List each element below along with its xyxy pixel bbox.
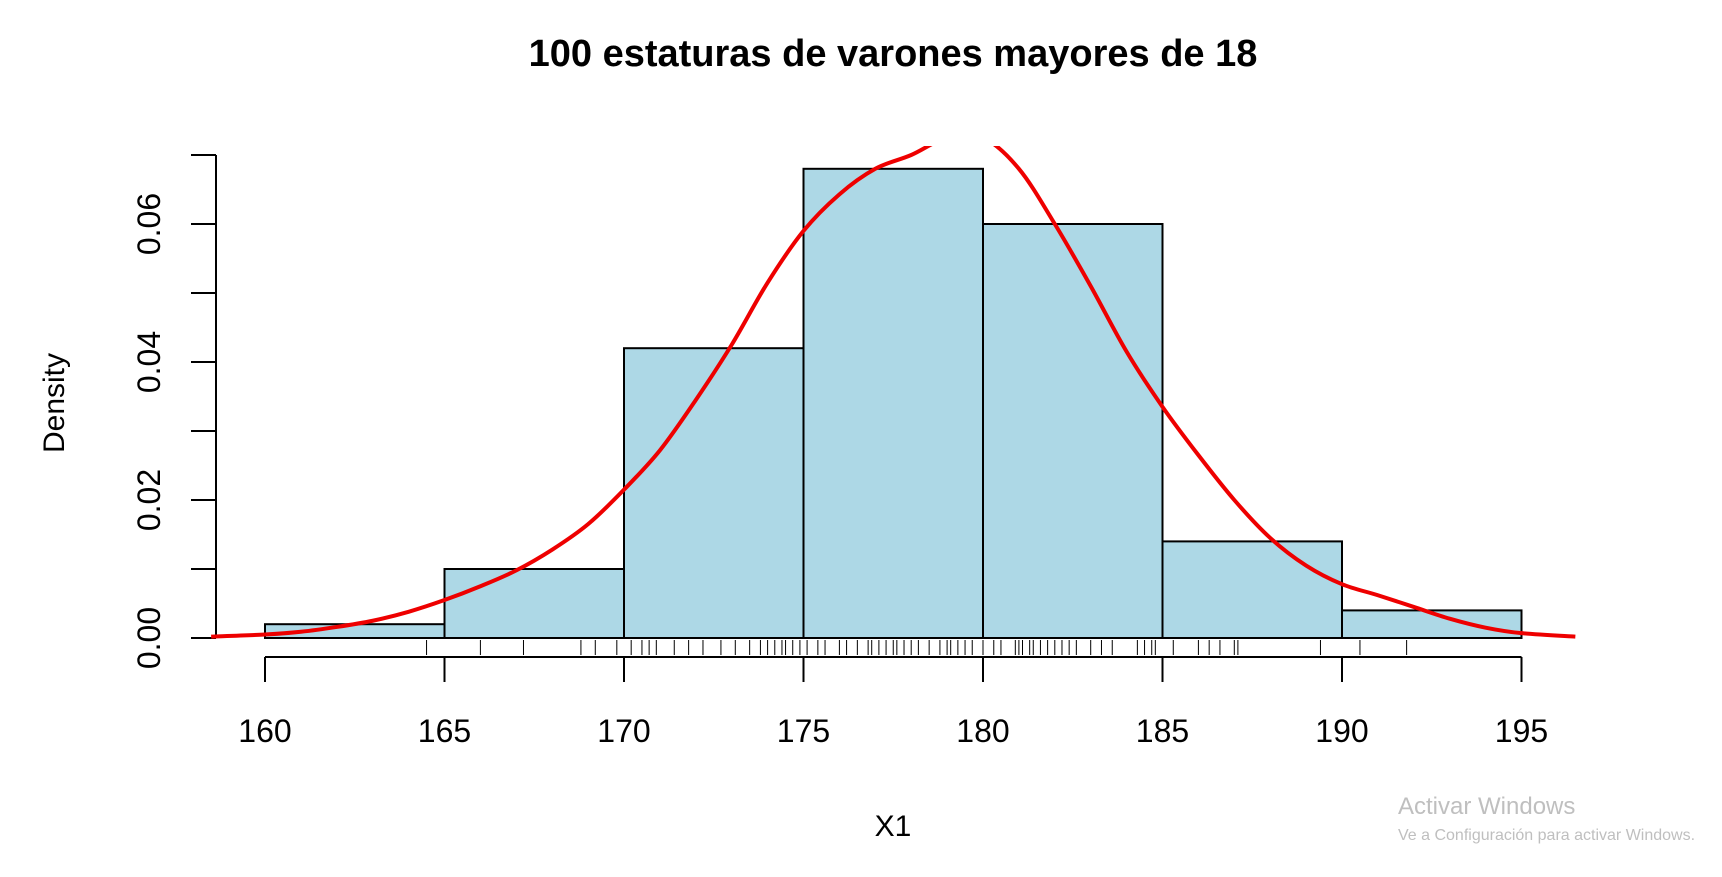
y-axis-label: Density xyxy=(38,353,71,453)
y-axis: 0.00 0.02 0.04 0.06 xyxy=(131,154,217,669)
watermark-subtitle: Ve a Configuración para activar Windows. xyxy=(1398,827,1696,844)
y-tick-label: 0.02 xyxy=(131,469,167,531)
histogram-bar-4 xyxy=(802,167,984,640)
x-tick-label: 165 xyxy=(418,713,471,749)
x-tick-label: 190 xyxy=(1315,713,1368,749)
histogram-bar-5 xyxy=(982,223,1164,639)
x-axis-label: X1 xyxy=(875,810,912,843)
y-tick-label: 0.04 xyxy=(131,331,167,393)
histogram-bar-6 xyxy=(1161,540,1343,640)
y-tick-label: 0.00 xyxy=(131,607,167,669)
x-tick-label: 170 xyxy=(597,713,650,749)
x-tick-label: 180 xyxy=(956,713,1009,749)
x-tick-label: 175 xyxy=(777,713,830,749)
x-tick-label: 160 xyxy=(238,713,291,749)
x-axis: 160 165 170 175 180 185 190 195 xyxy=(238,656,1548,749)
rug-group xyxy=(426,640,1408,655)
histogram-bar-3 xyxy=(623,347,805,639)
y-tick-label: 0.06 xyxy=(131,193,167,255)
bars-group xyxy=(264,167,1523,640)
x-tick-label: 195 xyxy=(1495,713,1548,749)
density-curve xyxy=(211,146,1576,639)
chart-title: 100 estaturas de varones mayores de 18 xyxy=(529,33,1258,75)
watermark-title: Activar Windows xyxy=(1398,793,1576,820)
x-tick-label: 185 xyxy=(1136,713,1189,749)
histogram-bar-2 xyxy=(443,568,625,639)
